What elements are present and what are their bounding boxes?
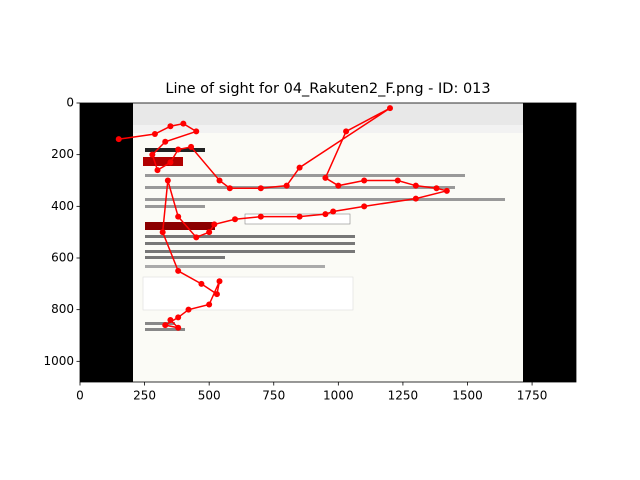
gaze-point (167, 123, 174, 130)
gaze-point (361, 177, 368, 184)
gaze-point (387, 105, 393, 112)
gaze-point (412, 182, 419, 189)
gaze-point (159, 229, 166, 236)
gaze-point (193, 234, 200, 241)
gaze-point (257, 185, 264, 192)
y-tick-label: 800 (51, 302, 74, 316)
gaze-point (162, 138, 169, 145)
gaze-point (149, 151, 156, 158)
x-tick-label: 750 (262, 389, 285, 403)
y-tick-label: 600 (51, 251, 74, 265)
gaze-point (216, 278, 223, 285)
gaze-point (335, 182, 342, 189)
x-tick-label: 1000 (323, 389, 354, 403)
y-tick-label: 1000 (43, 354, 74, 368)
gaze-point (115, 136, 122, 143)
y-tick-label: 200 (51, 147, 74, 161)
background-screenshot (80, 103, 576, 382)
gaze-point (226, 185, 233, 192)
x-tick-label: 1750 (517, 389, 548, 403)
x-tick-label: 250 (133, 389, 156, 403)
gaze-point (193, 128, 200, 135)
gaze-point (283, 182, 290, 189)
gaze-point (185, 306, 192, 313)
x-tick-label: 500 (198, 389, 221, 403)
gaze-point (433, 185, 440, 192)
gaze-point (216, 177, 223, 184)
gaze-point (257, 213, 264, 220)
gaze-point (296, 213, 303, 220)
gaze-point (167, 159, 174, 166)
gaze-point (232, 216, 238, 223)
axes-frame (79, 102, 577, 383)
gaze-point (151, 131, 158, 137)
gaze-point (164, 177, 171, 184)
x-tick-label: 1250 (388, 389, 419, 403)
gaze-point (175, 324, 182, 331)
gaze-point (322, 211, 329, 218)
gaze-point (167, 317, 174, 323)
gaze-point (180, 120, 187, 127)
gaze-point (330, 208, 337, 215)
gaze-point (154, 167, 161, 174)
gaze-point (361, 203, 368, 210)
gaze-point (296, 164, 303, 171)
gaze-point (206, 301, 213, 308)
gaze-point (175, 267, 182, 274)
x-tick-label: 1500 (452, 389, 483, 403)
gaze-point (162, 322, 169, 329)
y-tick-label: 400 (51, 199, 74, 213)
gaze-point (175, 213, 182, 220)
gaze-point (213, 291, 220, 298)
gaze-point (394, 177, 401, 184)
gaze-point (175, 146, 182, 153)
gaze-point (198, 280, 205, 287)
gaze-point (343, 128, 350, 135)
gaze-point (211, 221, 218, 228)
y-tick-label: 0 (66, 96, 74, 110)
x-tick-label: 0 (76, 389, 84, 403)
gaze-point (443, 187, 450, 194)
gaze-point (412, 195, 419, 202)
chart-title: Line of sight for 04_Rakuten2_F.png - ID… (165, 81, 490, 97)
gaze-point (322, 174, 329, 181)
gaze-point (206, 229, 213, 236)
gaze-point (175, 314, 182, 321)
gaze-point (188, 143, 195, 150)
